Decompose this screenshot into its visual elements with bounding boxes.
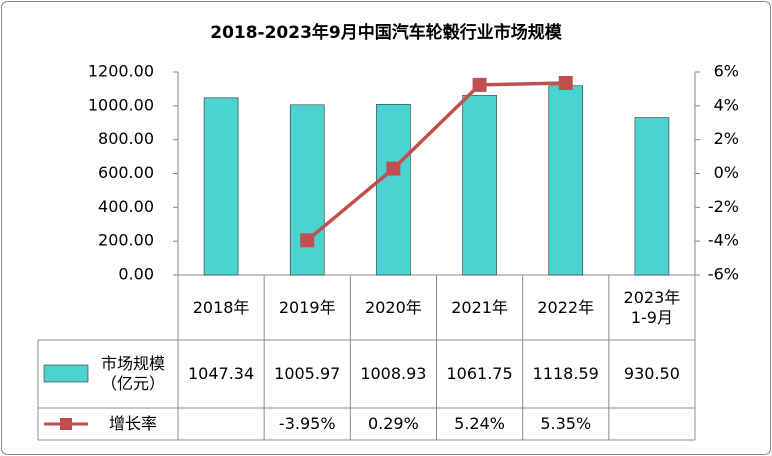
- y2-tick-label: 6%: [714, 62, 739, 81]
- bar: [289, 104, 325, 276]
- data-label: 0.29%: [367, 414, 419, 433]
- x-tick-label: 2021年: [451, 297, 508, 317]
- x-tick-label: 2020年: [365, 297, 422, 317]
- bar: [462, 95, 497, 276]
- y-tick-label: 1200.00: [88, 62, 154, 81]
- y2-tick-label: 4%: [714, 95, 739, 114]
- data-label: 1047.34: [187, 364, 255, 383]
- x-tick-label: 2018年: [192, 297, 250, 317]
- bar: [548, 85, 584, 276]
- data-label: 5.24%: [454, 414, 505, 433]
- bar: [376, 104, 411, 276]
- legend-swatch: [43, 364, 89, 383]
- data-label: 5.35%: [540, 414, 592, 433]
- data-label: 1008.93: [360, 364, 427, 383]
- line-marker: [558, 75, 573, 90]
- bar: [634, 117, 670, 276]
- y2-tick-label: -4%: [708, 231, 739, 250]
- x-tick-label: 2019年: [278, 297, 336, 317]
- data-label: 930.50: [623, 364, 680, 383]
- y-tick-label: 1000.00: [88, 95, 154, 114]
- y-tick-label: 200.00: [98, 231, 154, 250]
- y2-tick-label: -2%: [708, 197, 739, 216]
- data-label: 1118.59: [532, 364, 599, 383]
- line-marker: [472, 77, 487, 92]
- line-marker: [386, 161, 401, 176]
- bar: [203, 97, 239, 276]
- y-tick-label: 800.00: [98, 129, 154, 148]
- data-label: 1005.97: [274, 364, 341, 383]
- y-tick-label: 0.00: [118, 265, 154, 284]
- y2-tick-label: 0%: [714, 163, 739, 182]
- legend-label: 增长率: [108, 414, 157, 433]
- data-label: -3.95%: [278, 414, 336, 433]
- y-tick-label: 400.00: [98, 197, 154, 216]
- y2-tick-label: -6%: [708, 265, 739, 284]
- line: [306, 81, 566, 242]
- y-tick-label: 600.00: [98, 163, 154, 182]
- data-label: 1061.75: [446, 364, 513, 383]
- x-tick-label: 2022年: [537, 297, 595, 317]
- legend-marker: [60, 418, 72, 430]
- legend-label: 市场规模 （亿元）: [100, 354, 165, 393]
- chart-title: 2018-2023年9月中国汽车轮毂行业市场规模: [210, 22, 563, 43]
- x-tick-label: 2023年 1-9月: [623, 287, 681, 327]
- line-marker: [300, 233, 315, 248]
- y2-tick-label: 2%: [714, 129, 739, 148]
